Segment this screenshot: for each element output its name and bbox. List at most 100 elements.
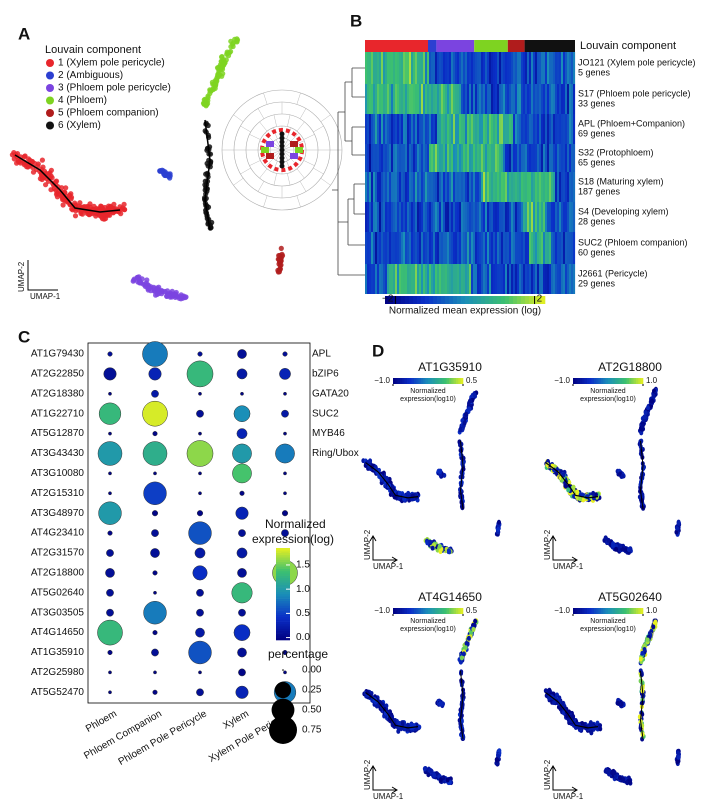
heat-cell bbox=[567, 84, 570, 114]
heat-cell bbox=[571, 232, 574, 264]
colorbar-cell bbox=[385, 296, 390, 304]
heat-cell bbox=[457, 232, 460, 264]
heat-cell bbox=[399, 264, 402, 294]
heat-cell bbox=[477, 144, 480, 172]
heat-cell bbox=[505, 202, 508, 232]
colorbar-cell bbox=[584, 378, 588, 384]
heat-cell bbox=[411, 202, 414, 232]
heat-cell bbox=[479, 114, 482, 144]
dot bbox=[283, 391, 287, 396]
heat-cell bbox=[485, 52, 488, 84]
colorbar-cell bbox=[451, 608, 454, 614]
heat-cell bbox=[525, 264, 528, 294]
colorbar-tick-label: 1.0 bbox=[646, 606, 658, 615]
heat-cell bbox=[365, 114, 368, 144]
heat-cell bbox=[459, 172, 462, 202]
arrow-head bbox=[549, 765, 578, 794]
heat-cell bbox=[397, 202, 400, 232]
cell-point bbox=[278, 245, 284, 251]
y-axis-label: UMAP-2 bbox=[543, 759, 552, 790]
heat-cell bbox=[449, 172, 452, 202]
heat-cell bbox=[533, 144, 536, 172]
module-name: J2661 (Pericycle) bbox=[578, 268, 648, 278]
heat-cell bbox=[487, 172, 490, 202]
arrow-head bbox=[549, 535, 578, 564]
heat-cell bbox=[565, 232, 568, 264]
dot bbox=[188, 521, 212, 545]
heat-cell bbox=[419, 52, 422, 84]
cell-point bbox=[614, 546, 619, 552]
cell-wall bbox=[263, 195, 268, 208]
heat-cell bbox=[551, 144, 554, 172]
heat-cell bbox=[551, 84, 554, 114]
heat-cell bbox=[501, 202, 504, 232]
colorbar-cell bbox=[276, 571, 290, 574]
heat-cell bbox=[401, 232, 404, 264]
colorbar-cell bbox=[407, 608, 410, 614]
gene-label: AT4G14650 bbox=[31, 627, 85, 638]
heat-cell bbox=[409, 144, 412, 172]
colorbar-cell bbox=[469, 296, 474, 304]
heat-cell bbox=[565, 172, 568, 202]
cell-point bbox=[120, 205, 126, 211]
heat-cell bbox=[571, 84, 574, 114]
heat-cell bbox=[499, 52, 502, 84]
cell-wall bbox=[296, 195, 301, 208]
colorbar-cell bbox=[276, 626, 290, 629]
heat-cell bbox=[365, 144, 368, 172]
heat-cell bbox=[435, 232, 438, 264]
gene-annotation: bZIP6 bbox=[312, 369, 339, 380]
heat-cell bbox=[543, 232, 546, 264]
colorbar-cell bbox=[444, 378, 447, 384]
cell-point bbox=[589, 730, 594, 736]
heat-cell bbox=[525, 84, 528, 114]
cell-point bbox=[384, 475, 389, 481]
dot bbox=[198, 670, 202, 675]
colorbar-cell bbox=[610, 378, 613, 384]
cell-point bbox=[161, 171, 167, 177]
colorbar-cell bbox=[619, 378, 623, 384]
gene-label: AT2G22850 bbox=[31, 369, 85, 380]
colorbar-cell bbox=[601, 608, 604, 614]
heat-cell bbox=[413, 84, 416, 114]
heat-cell bbox=[485, 202, 488, 232]
heat-cell bbox=[439, 114, 442, 144]
module-genes: 29 genes bbox=[578, 278, 616, 288]
heat-cell bbox=[367, 144, 370, 172]
heat-cell bbox=[447, 264, 450, 294]
heat-cell bbox=[503, 144, 506, 172]
heat-cell bbox=[377, 114, 380, 144]
heat-cell bbox=[367, 84, 370, 114]
colorbar-cell bbox=[501, 296, 506, 304]
heat-cell bbox=[411, 232, 414, 264]
heat-cell bbox=[445, 114, 448, 144]
heat-cell bbox=[567, 232, 570, 264]
heat-cell bbox=[395, 202, 398, 232]
heat-cell bbox=[373, 264, 376, 294]
heat-cell bbox=[481, 144, 484, 172]
heat-cell bbox=[461, 172, 464, 202]
heat-cell bbox=[393, 144, 396, 172]
colorbar-cell bbox=[456, 608, 459, 614]
heat-cell bbox=[373, 144, 376, 172]
legend-label: 5 (Phloem companion) bbox=[58, 108, 159, 119]
heat-cell bbox=[409, 232, 412, 264]
heat-cell bbox=[555, 144, 558, 172]
heat-cell bbox=[483, 114, 486, 144]
cell-point bbox=[627, 547, 632, 553]
tissue-cell bbox=[261, 147, 269, 153]
heat-cell bbox=[529, 232, 532, 264]
cell-point bbox=[87, 204, 93, 210]
heat-cell bbox=[405, 202, 408, 232]
heat-cell bbox=[553, 202, 556, 232]
gene-label: AT3G10080 bbox=[31, 468, 85, 479]
heat-cell bbox=[535, 114, 538, 144]
cell-point bbox=[171, 291, 177, 297]
heat-cell bbox=[409, 172, 412, 202]
colorbar-cell bbox=[413, 296, 418, 304]
dot bbox=[97, 619, 123, 646]
cell-point bbox=[207, 88, 213, 94]
heat-cell bbox=[461, 232, 464, 264]
heat-cell bbox=[569, 172, 572, 202]
heat-cell bbox=[515, 172, 518, 202]
